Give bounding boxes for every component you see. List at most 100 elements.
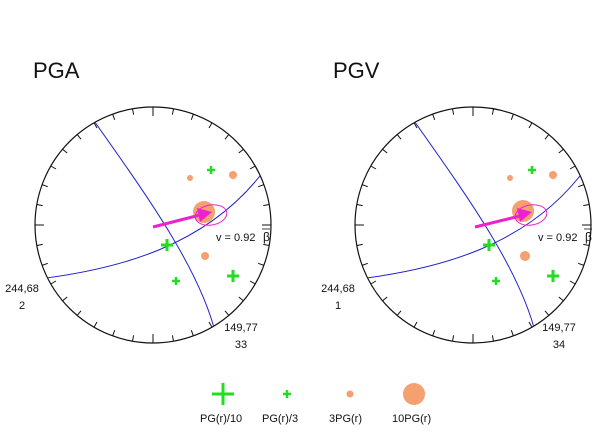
- pgv-tick: [413, 321, 418, 328]
- pga-tick: [190, 330, 194, 337]
- pgv-tick: [528, 321, 533, 328]
- pga-right-annotation-bottom: 33: [234, 339, 248, 351]
- legend: [212, 383, 425, 405]
- pgv-tick: [356, 243, 363, 246]
- pgv-tick: [452, 108, 455, 115]
- pgv-tick: [491, 335, 494, 342]
- pgv-tick: [491, 108, 494, 115]
- pgv-tick: [432, 330, 436, 337]
- pga-small-dot: [201, 252, 209, 260]
- pgv-tick: [361, 184, 368, 188]
- pga-tick: [263, 243, 270, 246]
- pga-tick: [171, 335, 174, 342]
- pga-tick: [258, 262, 265, 266]
- pga-great-circle-1: [91, 117, 217, 336]
- pgv-tick: [382, 296, 388, 302]
- pgv-tick: [382, 148, 388, 154]
- pgv-tick: [578, 262, 585, 266]
- pga-great-circle-2: [35, 167, 267, 281]
- pgv-left-annotation-top: 244,68: [321, 283, 355, 295]
- pgv-tick: [361, 262, 368, 266]
- pgv-tick: [370, 280, 377, 285]
- legend-small-dot-icon: [346, 390, 354, 398]
- pgv-net-circle: [354, 106, 592, 344]
- legend-label-10pg-r: 10PG(r): [392, 413, 432, 425]
- pga-tick: [76, 310, 82, 316]
- pga-tick: [258, 184, 265, 188]
- pgv-small-plus: [492, 277, 500, 285]
- pga-left-annotation-top: 244,68: [5, 283, 39, 295]
- pgv-tick: [583, 204, 590, 207]
- pgv-tick: [356, 204, 363, 207]
- pga-small-plus: [207, 166, 215, 174]
- pgv-small-dot: [549, 171, 557, 179]
- pga-tick: [238, 148, 244, 154]
- pga-tick: [62, 296, 68, 302]
- pga-velocity-arrow: [152, 213, 201, 229]
- legend-label-pg-r-3: PG(r)/3: [262, 413, 299, 425]
- pgv-tick: [578, 184, 585, 188]
- pga-stereonet: v = 0.92 β: [34, 106, 272, 344]
- legend-small-plus-icon: [283, 390, 291, 398]
- pgv-left-annotation-bottom: 1: [334, 300, 342, 312]
- pga-velocity-label: v = 0.92: [216, 232, 255, 244]
- pgv-large-plus: [547, 270, 559, 282]
- pga-tick: [36, 243, 43, 246]
- legend-label-pg-r-10: PG(r)/10: [200, 413, 243, 425]
- panel-title-pgv: PGV: [333, 58, 380, 83]
- pga-tick: [112, 113, 116, 120]
- pga-right-annotation-top: 149,77: [224, 322, 258, 334]
- pga-tick: [36, 204, 43, 207]
- pga-tick: [50, 165, 57, 170]
- pgv-tick: [569, 165, 576, 170]
- pga-tick: [76, 134, 82, 140]
- pgv-tick: [558, 296, 564, 302]
- pgv-tick: [510, 113, 514, 120]
- pga-tick: [238, 296, 244, 302]
- pga-small-dot: [229, 171, 237, 179]
- pga-small-dot: [187, 175, 193, 181]
- pga-beta-symbol: β: [263, 230, 270, 244]
- pga-large-plus: [227, 270, 239, 282]
- pga-small-plus: [172, 277, 180, 285]
- pgv-tick: [528, 122, 533, 129]
- legend-large-plus-icon: [212, 383, 234, 405]
- pga-confidence-ellipse: [194, 204, 228, 226]
- pgv-small-dot: [507, 175, 513, 181]
- pga-tick: [249, 165, 256, 170]
- pgv-beta-symbol: β: [585, 230, 592, 244]
- pga-tick: [132, 108, 135, 115]
- pga-tick: [263, 204, 270, 207]
- pga-tick: [112, 330, 116, 337]
- pgv-tick: [569, 280, 576, 285]
- pgv-tick: [413, 122, 418, 129]
- pgv-tick: [544, 310, 550, 316]
- pgv-arrow-head: [517, 208, 532, 222]
- pga-tick: [208, 122, 213, 129]
- pga-tick: [62, 148, 68, 154]
- panel-title-pga: PGA: [33, 58, 80, 83]
- pgv-great-circle-1: [411, 117, 537, 336]
- pga-net-ticks: [35, 107, 271, 343]
- pga-tick: [190, 113, 194, 120]
- pgv-tick: [558, 148, 564, 154]
- pgv-great-circle-2: [355, 167, 587, 281]
- legend-label-3pg-r: 3PG(r): [329, 413, 362, 425]
- pga-tick: [50, 280, 57, 285]
- pga-tick: [132, 335, 135, 342]
- pgv-tick: [510, 330, 514, 337]
- pga-tick: [41, 262, 48, 266]
- pgv-tick: [396, 134, 402, 140]
- pga-tick: [171, 108, 174, 115]
- pga-tick: [41, 184, 48, 188]
- pgv-tick: [432, 113, 436, 120]
- legend-large-dot-icon: [403, 383, 425, 405]
- pga-net-circle: [34, 106, 272, 344]
- pgv-tick: [452, 335, 455, 342]
- pgv-small-plus: [528, 166, 536, 174]
- pgv-right-annotation-bottom: 34: [552, 339, 566, 351]
- pga-large-plus: [161, 239, 173, 251]
- pga-tick: [208, 321, 213, 328]
